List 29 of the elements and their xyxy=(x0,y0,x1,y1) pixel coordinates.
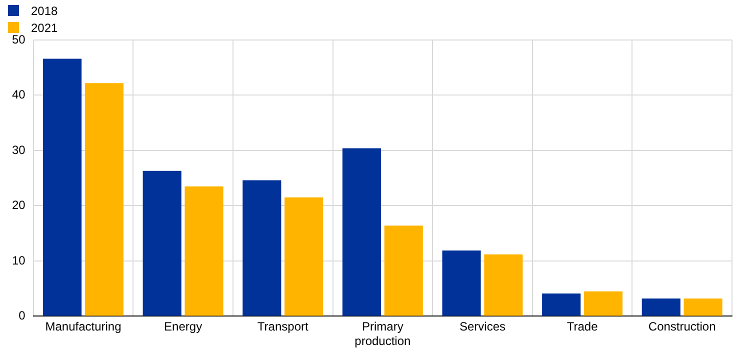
bar xyxy=(484,254,523,316)
y-tick-label: 50 xyxy=(12,32,26,46)
bar xyxy=(342,148,381,316)
bar xyxy=(43,58,82,316)
y-tick-label: 40 xyxy=(12,88,26,102)
x-tick-label: Primary production xyxy=(354,320,411,348)
bar xyxy=(142,170,182,316)
bar xyxy=(384,226,423,316)
x-tick-label: Construction xyxy=(648,320,716,334)
legend-label: 2021 xyxy=(31,20,58,34)
y-tick-label: 0 xyxy=(18,308,26,323)
bar xyxy=(184,186,224,316)
bar xyxy=(84,83,124,316)
y-tick-label: 10 xyxy=(12,253,26,268)
x-tick-label: Trade xyxy=(566,320,598,334)
bar xyxy=(284,197,324,316)
bar xyxy=(242,180,282,316)
legend-label: 2018 xyxy=(31,4,58,18)
bar xyxy=(642,298,680,316)
bar xyxy=(684,298,722,316)
bar xyxy=(584,291,623,316)
bar xyxy=(442,250,481,316)
y-tick-label: 30 xyxy=(12,142,26,157)
y-tick-label: 20 xyxy=(12,198,26,212)
x-tick-label: Transport xyxy=(257,320,309,334)
x-tick-label: Energy xyxy=(164,320,202,334)
x-tick-label: Services xyxy=(459,320,506,334)
x-tick-label: Manufacturing xyxy=(45,320,122,334)
bar xyxy=(542,294,581,316)
